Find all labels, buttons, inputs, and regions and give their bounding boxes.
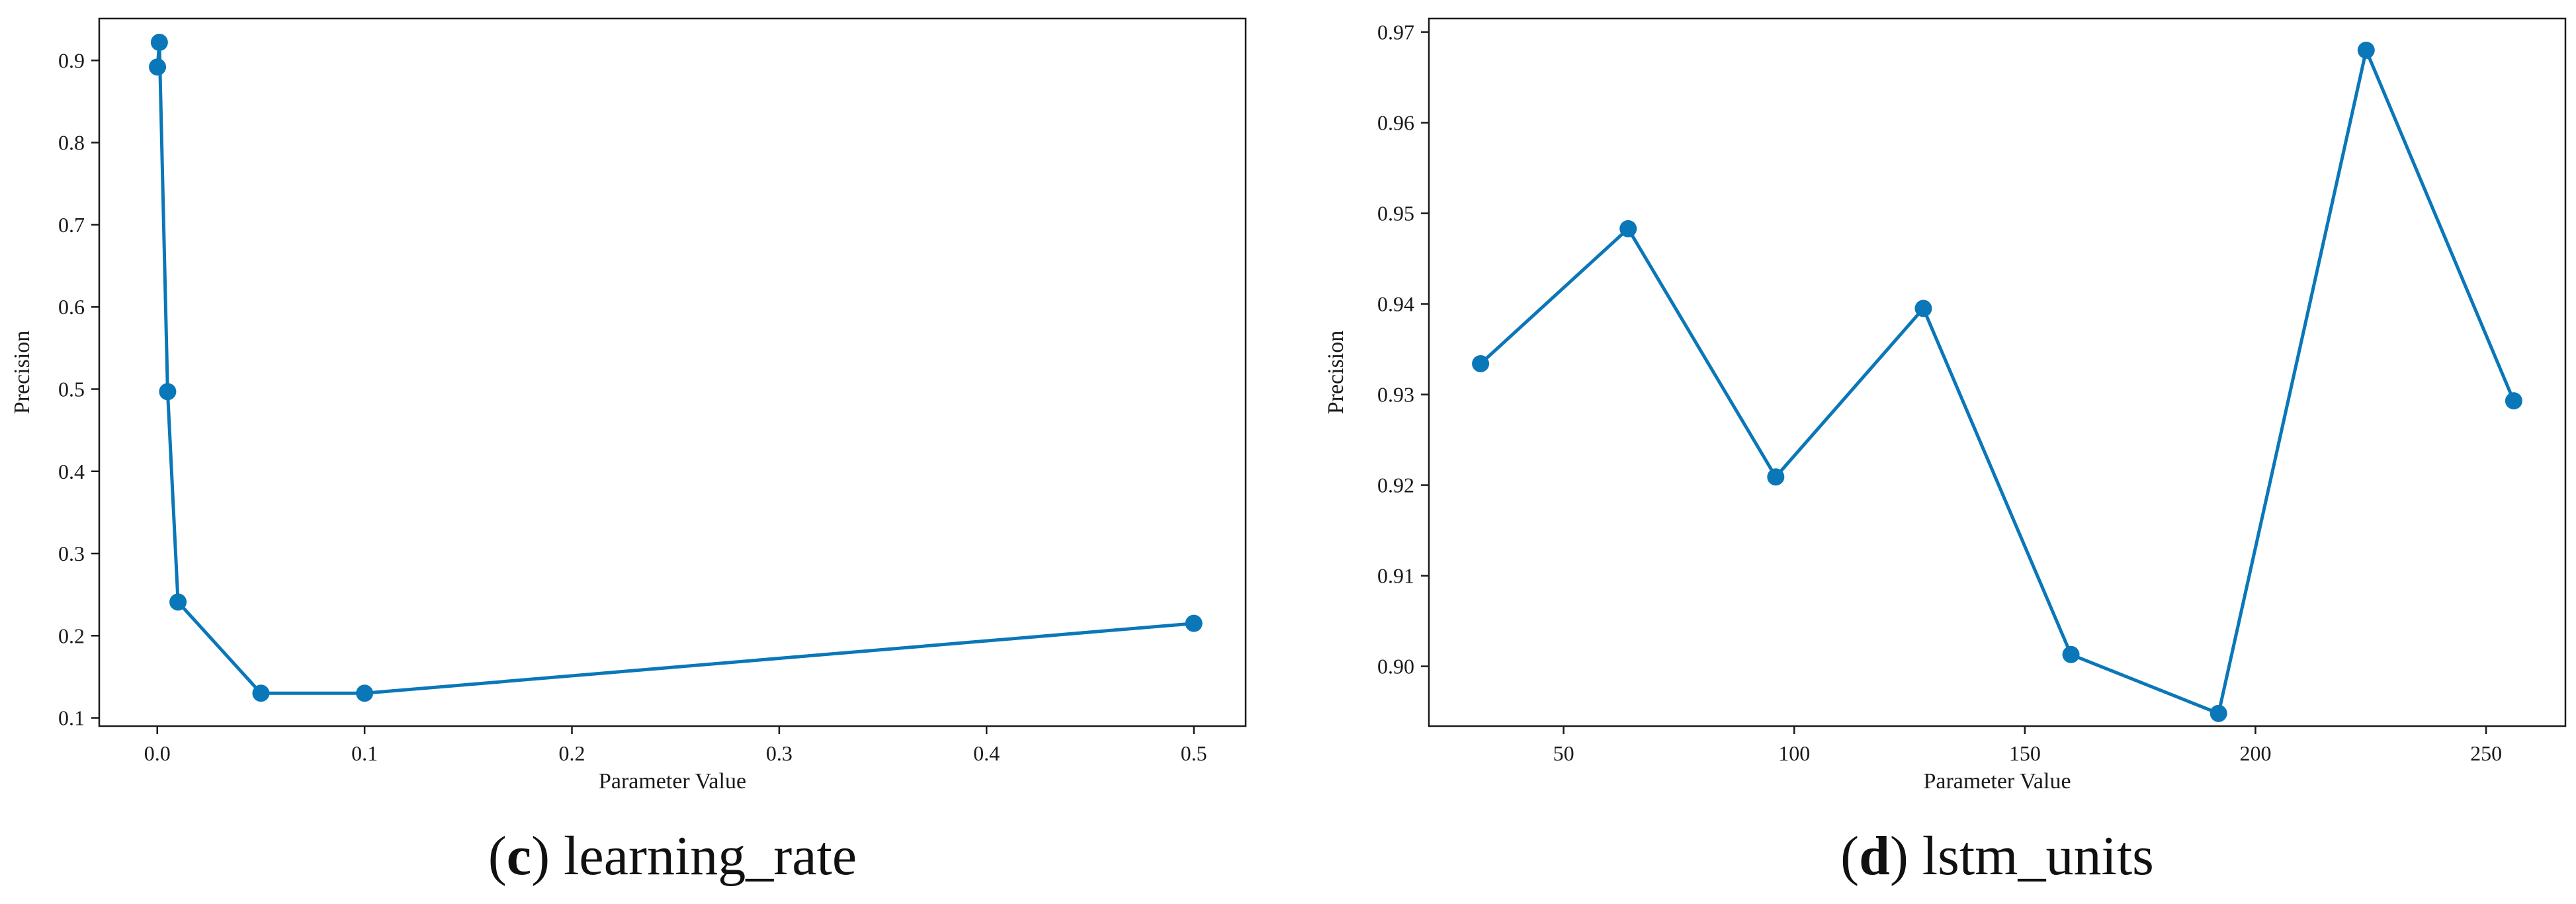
chart-c-x-tick-label: 0.3 [766,741,793,765]
chart-d-series-line [1479,48,2516,716]
chart-d-x-tick-label: 200 [2239,741,2271,765]
chart-d-x-tick-label: 50 [1553,741,1574,765]
chart-c-x-tick-label: 0.2 [559,741,585,765]
chart-c-y-tick-label: 0.8 [58,131,85,155]
chart-c-y-tick-label: 0.9 [58,48,85,72]
chart-d-data-point [1472,354,1490,372]
chart-d-data-point [2062,645,2080,663]
chart-c-x-tick-label: 0.0 [144,741,171,765]
chart-d-y-tick-label: 0.91 [1377,564,1414,588]
chart-d-caption: (d) lstm_units [1840,825,2154,887]
chart-c-data-point [159,383,177,401]
chart-d-y-tick-label: 0.97 [1377,21,1414,44]
chart-c-y-tick-label: 0.6 [58,295,85,319]
chart-d-data-point [1619,220,1637,237]
chart-d-x-tick-label: 150 [2009,741,2041,765]
chart-d-data-point [1767,468,1785,486]
chart-panel-d: 50 100 150 200 250 0.90 0.91 0.92 0.93 0.94 0.95 0.… [1324,17,2567,887]
chart-c-data-point [1185,614,1203,632]
chart-c-caption-text: learning_rate [564,825,857,887]
chart-d-plot-frame [1428,17,2567,727]
chart-c-y-tick-label: 0.4 [58,460,85,483]
chart-c-y-tick-label: 0.5 [58,377,85,401]
chart-c-data-point [356,684,374,702]
chart-d-y-tick-label: 0.95 [1377,202,1414,226]
chart-d-y-tick-label: 0.92 [1377,473,1414,497]
chart-c-data-point [150,34,168,52]
chart-c-data-point [149,58,167,76]
chart-d-y-tick-label: 0.96 [1377,111,1414,135]
chart-d-caption-letter: d [1859,825,1890,887]
chart-d-x-axis-label: Parameter Value [1923,769,2071,794]
chart-d-y-axis-label: Precision [1324,331,1348,415]
chart-c-plot-frame [98,17,1247,727]
chart-d-caption-text: lstm_units [1922,825,2154,887]
chart-d-data-point [1914,300,1932,317]
chart-c-x-axis-label: Parameter Value [599,769,746,794]
chart-c-series-line [155,40,1196,695]
chart-d-y-tick-label: 0.90 [1377,655,1414,678]
chart-c-y-tick-label: 0.7 [58,213,85,237]
chart-d-y-tick-label: 0.93 [1377,383,1414,407]
chart-d-x-tick-label: 100 [1778,741,1810,765]
chart-c-data-point [252,684,270,702]
chart-d-y-tick-label: 0.94 [1377,292,1414,316]
chart-c-caption-letter: c [507,825,531,887]
chart-c-caption: (c) learning_rate [488,825,857,887]
chart-panel-c: 0.0 0.1 0.2 0.3 0.4 0.5 0.1 0.2 0.3 0.4 0.5 0.6 0.7 0… [10,17,1247,887]
chart-c-y-tick-label: 0.3 [58,542,85,565]
chart-c-x-tick-label: 0.1 [351,741,378,765]
chart-c-y-axis-label: Precision [10,331,34,415]
chart-d-data-point [2505,392,2522,410]
chart-d-x-tick-label: 250 [2470,741,2502,765]
chart-c-x-tick-label: 0.5 [1181,741,1207,765]
chart-c-y-tick-label: 0.1 [58,706,85,730]
chart-c-data-point [169,593,187,611]
chart-c-x-tick-label: 0.4 [973,741,1000,765]
chart-d-data-point [2210,704,2227,722]
chart-d-data-point [2357,41,2375,59]
chart-c-y-tick-label: 0.2 [58,624,85,647]
